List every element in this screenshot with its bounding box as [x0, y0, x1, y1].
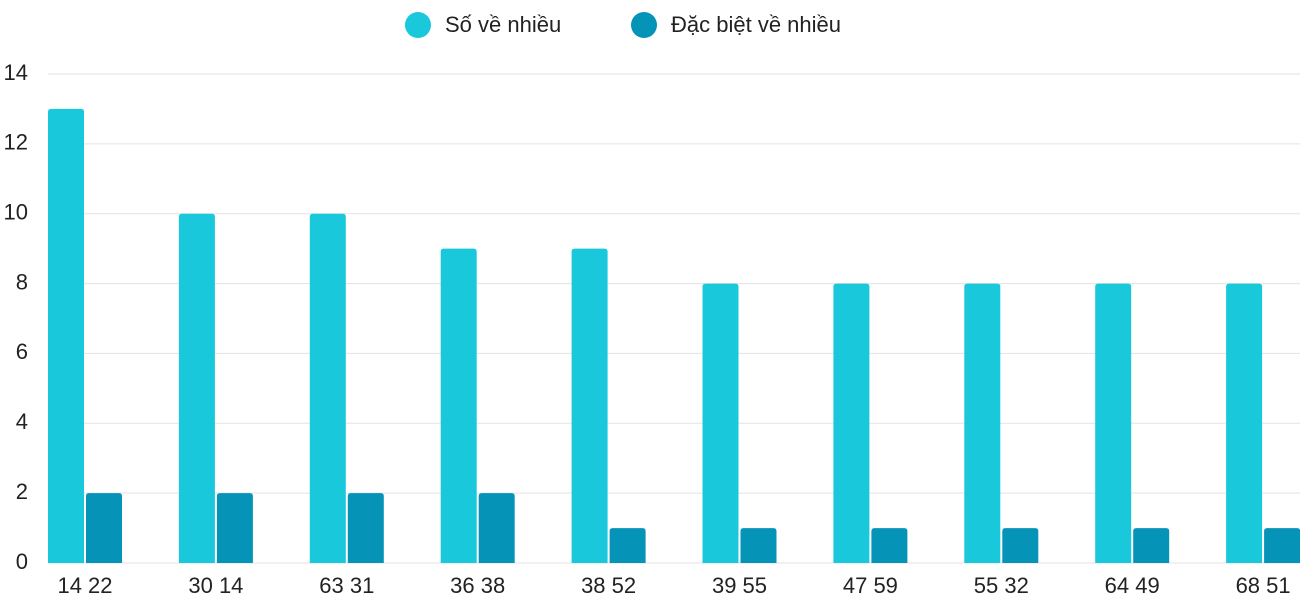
bar: [216, 493, 253, 563]
bar: [86, 493, 122, 563]
y-tick-label: 12: [4, 130, 28, 155]
x-tick-label: 63 31: [319, 573, 374, 598]
bar: [1095, 283, 1132, 563]
bar: [609, 528, 646, 563]
bar: [1002, 528, 1039, 563]
bar: [48, 108, 84, 563]
x-tick-label: 38 52: [581, 573, 636, 598]
bar: [347, 493, 384, 563]
y-tick-label: 8: [16, 269, 28, 294]
legend-marker: [631, 12, 657, 38]
y-tick-label: 2: [16, 479, 28, 504]
x-tick-label: 14 22: [57, 573, 112, 598]
bar: [1264, 528, 1300, 563]
y-tick-label: 4: [16, 409, 28, 434]
bar: [309, 213, 346, 563]
bar: [964, 283, 1001, 563]
legend-label: Đặc biệt về nhiều: [671, 12, 841, 37]
x-tick-label: 68 51: [1236, 573, 1291, 598]
x-tick-label: 55 32: [974, 573, 1029, 598]
bar: [702, 283, 739, 563]
bar: [871, 528, 908, 563]
legend-label: Số về nhiều: [445, 12, 561, 37]
bar: [1226, 283, 1263, 563]
x-tick-label: 64 49: [1105, 573, 1160, 598]
bar: [740, 528, 777, 563]
x-tick-label: 30 14: [188, 573, 243, 598]
y-tick-label: 14: [4, 60, 28, 85]
x-tick-label: 39 55: [712, 573, 767, 598]
bar: [440, 248, 477, 563]
y-tick-label: 0: [16, 549, 28, 574]
x-tick-label: 47 59: [843, 573, 898, 598]
bar: [833, 283, 870, 563]
x-tick-label: 36 38: [450, 573, 505, 598]
bar: [478, 493, 515, 563]
legend-marker: [405, 12, 431, 38]
bar: [1133, 528, 1170, 563]
bar: [178, 213, 215, 563]
y-tick-label: 6: [16, 339, 28, 364]
y-tick-label: 10: [4, 200, 28, 225]
bar: [571, 248, 608, 563]
